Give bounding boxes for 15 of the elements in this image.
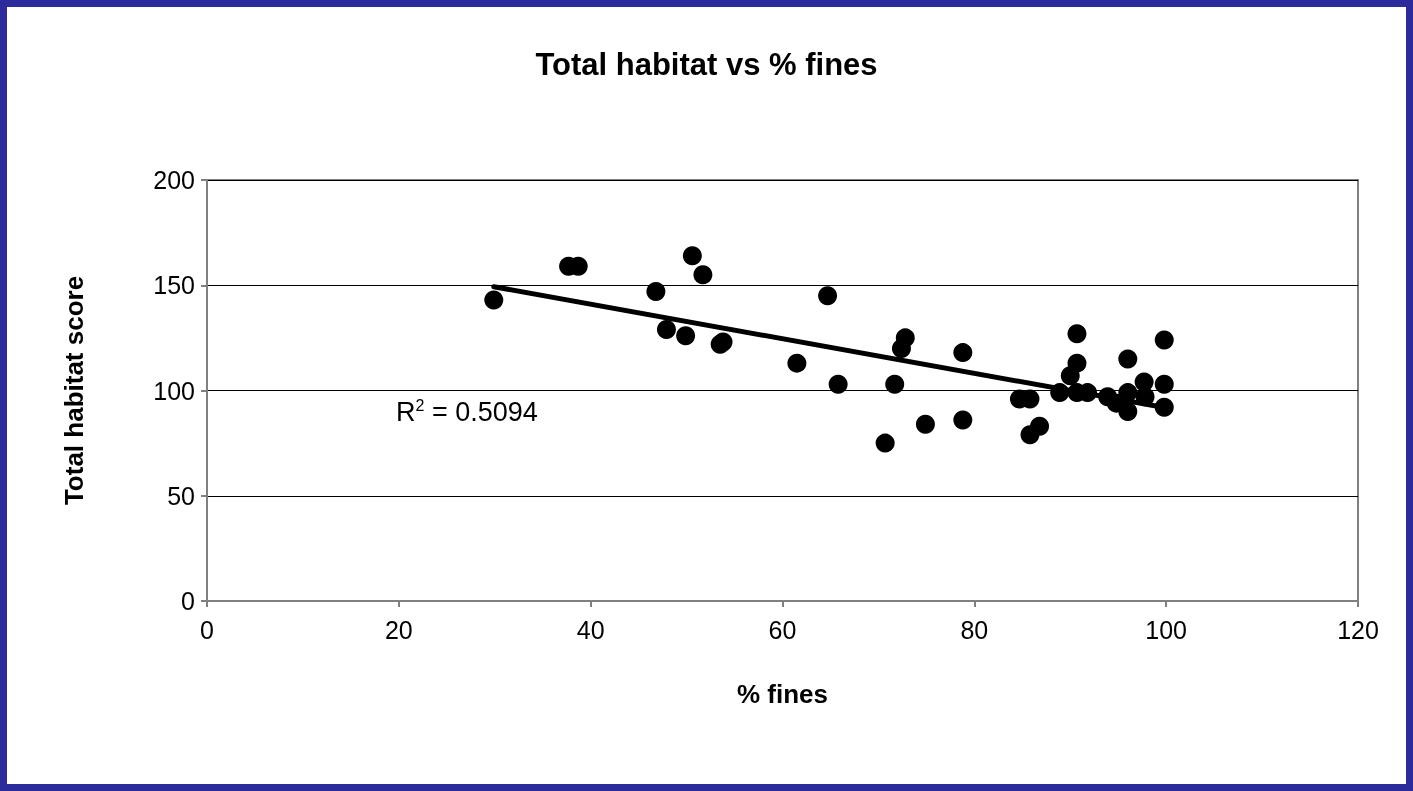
x-axis-title: % fines	[736, 679, 829, 709]
x-tick-label: 120	[1337, 615, 1379, 644]
x-tick-label: 20	[384, 615, 413, 644]
y-tick-label: 0	[181, 587, 195, 615]
x-tick-label: 40	[576, 615, 605, 644]
x-tick-label: 80	[960, 615, 989, 644]
y-tick-label: 100	[153, 376, 195, 405]
x-tick-label: 0	[200, 615, 214, 644]
x-tick-label: 60	[768, 615, 797, 644]
y-axis-title: Total habitat score	[59, 275, 89, 506]
y-tick-label: 150	[153, 271, 195, 300]
chart-title: Total habitat vs % fines	[535, 47, 878, 82]
y-tick-label: 50	[167, 481, 195, 510]
x-tick-label: 100	[1145, 615, 1188, 644]
y-tick-label: 200	[153, 166, 195, 194]
